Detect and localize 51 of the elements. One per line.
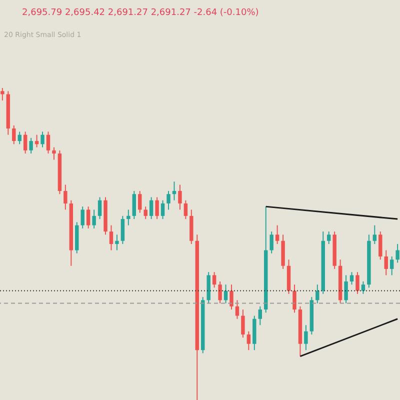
candlestick: [46, 131, 50, 154]
candlestick: [126, 209, 130, 226]
candlestick: [12, 124, 16, 145]
candlestick: [86, 206, 90, 229]
candlestick: [390, 256, 394, 276]
candlestick: [212, 272, 216, 288]
candlestick: [292, 284, 296, 314]
candlestick: [98, 196, 102, 220]
candlestick: [155, 196, 159, 220]
candlestick: [246, 330, 251, 351]
candlestick: [29, 137, 33, 154]
candlestick: [356, 272, 360, 294]
candlestick: [0, 88, 4, 101]
candlestick: [166, 190, 170, 210]
candlestick: [149, 196, 154, 220]
candlestick: [18, 131, 22, 145]
candlestick: [361, 280, 366, 294]
text: 2,695.79 2,695.42 2,691.27 2,691.27 -2.64 (-0.10%): [22, 8, 259, 18]
candlestick: [344, 274, 348, 304]
candlestick: [34, 134, 39, 148]
candlestick: [23, 131, 28, 154]
candlestick: [235, 300, 240, 320]
candlestick: [270, 231, 274, 254]
candlestick: [275, 224, 280, 244]
candlestick: [350, 272, 354, 286]
candlestick: [64, 184, 68, 210]
candlestick: [241, 309, 245, 338]
candlestick: [115, 234, 119, 251]
candlestick: [184, 200, 188, 220]
candlestick: [172, 181, 176, 201]
candlestick: [40, 131, 44, 148]
candlestick: [120, 215, 125, 244]
candlestick: [138, 190, 142, 214]
candlestick: [316, 284, 320, 304]
candlestick: [178, 184, 182, 210]
candlestick: [109, 224, 114, 251]
candlestick: [258, 306, 262, 326]
candlestick: [326, 231, 331, 244]
candlestick: [372, 224, 377, 244]
candlestick: [396, 244, 400, 264]
candlestick: [378, 231, 382, 260]
candlestick: [92, 209, 96, 229]
candlestick: [304, 324, 308, 351]
candlestick: [160, 200, 165, 220]
candlestick: [80, 206, 84, 229]
candlestick: [218, 280, 222, 304]
candlestick: [52, 146, 56, 160]
candlestick: [144, 206, 148, 220]
candlestick: [132, 190, 136, 220]
candlestick: [230, 284, 234, 310]
candlestick: [384, 250, 388, 276]
